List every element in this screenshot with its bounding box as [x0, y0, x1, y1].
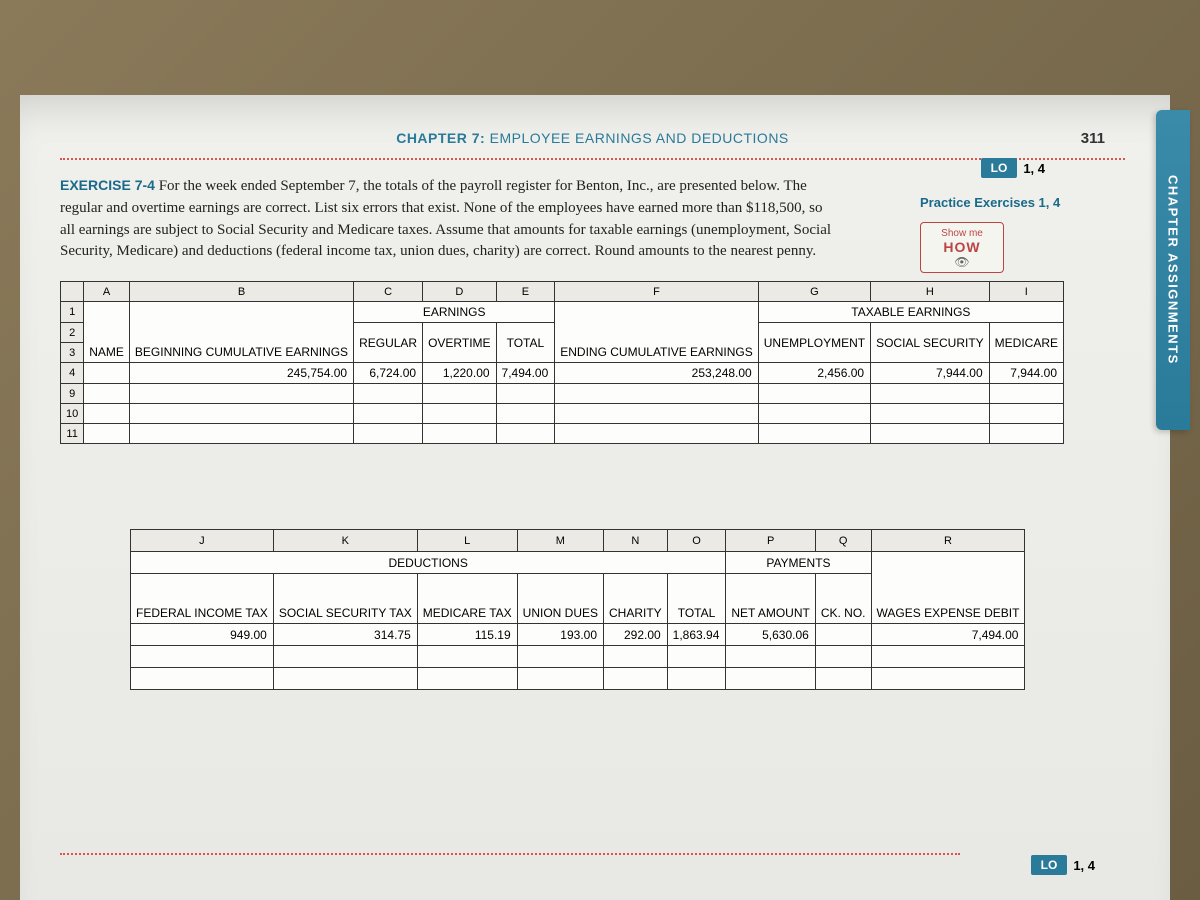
hdr-charity: CHARITY: [604, 574, 668, 624]
hdr-regular: REGULAR: [354, 323, 423, 363]
eye-icon: 👁: [929, 255, 995, 269]
hdr-total: TOTAL: [496, 323, 555, 363]
section-payments: PAYMENTS: [726, 552, 871, 574]
practice-exercises-label: Practice Exercises 1, 4: [920, 195, 1095, 210]
row-9: 9: [61, 384, 84, 404]
val-medicare: 7,944.00: [989, 363, 1063, 384]
val-end-cum: 253,248.00: [555, 363, 758, 384]
cell-name: [84, 363, 130, 384]
col-M: M: [517, 530, 603, 552]
val-ss: 7,944.00: [871, 363, 990, 384]
col-B: B: [129, 282, 353, 302]
row-2: 2: [61, 323, 84, 343]
val-medt: 115.19: [417, 624, 517, 646]
lo-value: 1, 4: [1023, 161, 1045, 176]
col-H: H: [871, 282, 990, 302]
val-union: 193.00: [517, 624, 603, 646]
hdr-medt: MEDICARE TAX: [417, 574, 517, 624]
hdr-total2: TOTAL: [667, 574, 726, 624]
corner-cell: [61, 282, 84, 302]
col-F: F: [555, 282, 758, 302]
lo-badge-top: LO 1, 4: [981, 158, 1045, 178]
col-A: A: [84, 282, 130, 302]
hdr-beg-cum: BEGINNING CUMULATIVE EARNINGS: [129, 302, 353, 363]
val-wages: 7,494.00: [871, 624, 1025, 646]
hdr-unemp: UNEMPLOYMENT: [758, 323, 870, 363]
col-Q: Q: [815, 530, 871, 552]
col-I: I: [989, 282, 1063, 302]
lo-value-bottom: 1, 4: [1073, 858, 1095, 873]
val-total2: 1,863.94: [667, 624, 726, 646]
lo-badge-bottom: LO 1, 4: [1031, 855, 1095, 875]
col-E: E: [496, 282, 555, 302]
hdr-fit: FEDERAL INCOME TAX: [131, 574, 274, 624]
val-overtime: 1,220.00: [423, 363, 496, 384]
exercise-text: EXERCISE 7-4 For the week ended Septembe…: [60, 175, 840, 263]
showme-top: Show me: [929, 228, 995, 239]
row-1: 1: [61, 302, 84, 323]
row-10: 10: [61, 404, 84, 424]
hdr-ckno: CK. NO.: [815, 574, 871, 624]
val-total: 7,494.00: [496, 363, 555, 384]
col-K: K: [273, 530, 417, 552]
section-taxable: TAXABLE EARNINGS: [758, 302, 1063, 323]
hdr-union: UNION DUES: [517, 574, 603, 624]
col-R: R: [871, 530, 1025, 552]
exercise-body: For the week ended September 7, the tota…: [60, 178, 831, 259]
hdr-wages: WAGES EXPENSE DEBIT: [871, 552, 1025, 624]
hdr-end-cum: ENDING CUMULATIVE EARNINGS: [555, 302, 758, 363]
val-ckno: [815, 624, 871, 646]
chapter-assignments-tab: CHAPTER ASSIGNMENTS: [1156, 110, 1190, 430]
hdr-name: NAME: [84, 302, 130, 363]
showme-how: HOW: [929, 239, 995, 255]
val-fit: 949.00: [131, 624, 274, 646]
lo-pill: LO: [981, 158, 1018, 178]
divider-dots-bottom: [60, 853, 960, 855]
payroll-table-earnings: A B C D E F G H I 1 NAME BEGINNING CUMUL…: [60, 281, 1064, 444]
textbook-page: CHAPTER 7: EMPLOYEE EARNINGS AND DEDUCTI…: [20, 95, 1170, 900]
col-P: P: [726, 530, 815, 552]
hdr-sst: SOCIAL SECURITY TAX: [273, 574, 417, 624]
lo-pill-bottom: LO: [1031, 855, 1068, 875]
section-earnings: EARNINGS: [354, 302, 555, 323]
divider-dots: [60, 158, 1125, 160]
chapter-label: CHAPTER 7:: [396, 130, 485, 146]
row-4: 4: [61, 363, 84, 384]
col-D: D: [423, 282, 496, 302]
row-11: 11: [61, 424, 84, 444]
chapter-header: CHAPTER 7: EMPLOYEE EARNINGS AND DEDUCTI…: [60, 130, 1125, 146]
exercise-title: EXERCISE 7-4: [60, 177, 155, 193]
val-charity: 292.00: [604, 624, 668, 646]
hdr-medicare: MEDICARE: [989, 323, 1063, 363]
row-3: 3: [61, 343, 84, 363]
col-C: C: [354, 282, 423, 302]
hdr-ss: SOCIAL SECURITY: [871, 323, 990, 363]
show-me-how-box: Show me HOW 👁: [920, 222, 1004, 273]
chapter-title: EMPLOYEE EARNINGS AND DEDUCTIONS: [490, 130, 789, 146]
hdr-net: NET AMOUNT: [726, 574, 815, 624]
val-beg-cum: 245,754.00: [129, 363, 353, 384]
val-net: 5,630.06: [726, 624, 815, 646]
col-J: J: [131, 530, 274, 552]
col-G: G: [758, 282, 870, 302]
hdr-overtime: OVERTIME: [423, 323, 496, 363]
payroll-table-deductions: J K L M N O P Q R DEDUCTIONS PAYMENTS WA…: [130, 529, 1025, 690]
col-N: N: [604, 530, 668, 552]
side-panel: Practice Exercises 1, 4 Show me HOW 👁: [920, 195, 1095, 273]
section-deductions: DEDUCTIONS: [131, 552, 726, 574]
page-number: 311: [1081, 130, 1105, 147]
col-O: O: [667, 530, 726, 552]
val-sst: 314.75: [273, 624, 417, 646]
val-unemp: 2,456.00: [758, 363, 870, 384]
val-regular: 6,724.00: [354, 363, 423, 384]
col-L: L: [417, 530, 517, 552]
